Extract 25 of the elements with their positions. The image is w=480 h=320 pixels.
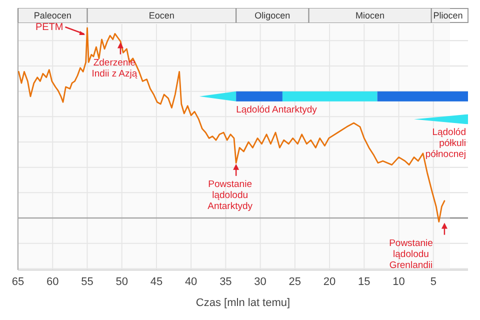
x-tick-label: 40 [184,276,198,288]
x-axis-title: Czas [mln lat temu] [196,297,290,309]
x-tick-label: 10 [392,276,405,288]
x-tick-label: 20 [323,276,336,288]
x-tick-label: 50 [116,276,128,288]
band-label: Paleocen [34,10,72,20]
band-label: Miocen [356,10,385,20]
x-tick-label: 65 [12,276,24,288]
band-label: Lądolód Antarktydy [236,104,318,116]
x-tick-label: 30 [254,276,266,288]
band-label: Pliocen [433,10,463,20]
annotation: Powstanie lądolodu Grenlandii [389,238,433,271]
annotation: Powstanie lądolodu Antarktydy [208,178,253,212]
annotation: Zderzenie Indii z Azją [92,57,138,80]
x-tick-label: 5 [430,276,436,288]
x-tick-label: 55 [81,276,94,288]
x-tick-label: 45 [150,276,163,288]
band-label: Eocen [148,10,174,20]
annotation: PETM [35,22,64,33]
band-label: Oligocen [254,10,290,20]
band-label: Lądolód półkuli północnej [425,127,466,160]
x-tick-label: 60 [46,276,59,288]
x-tick-label: 35 [220,276,232,288]
x-tick-label: 25 [288,276,302,288]
x-tick-label: 15 [358,276,370,288]
